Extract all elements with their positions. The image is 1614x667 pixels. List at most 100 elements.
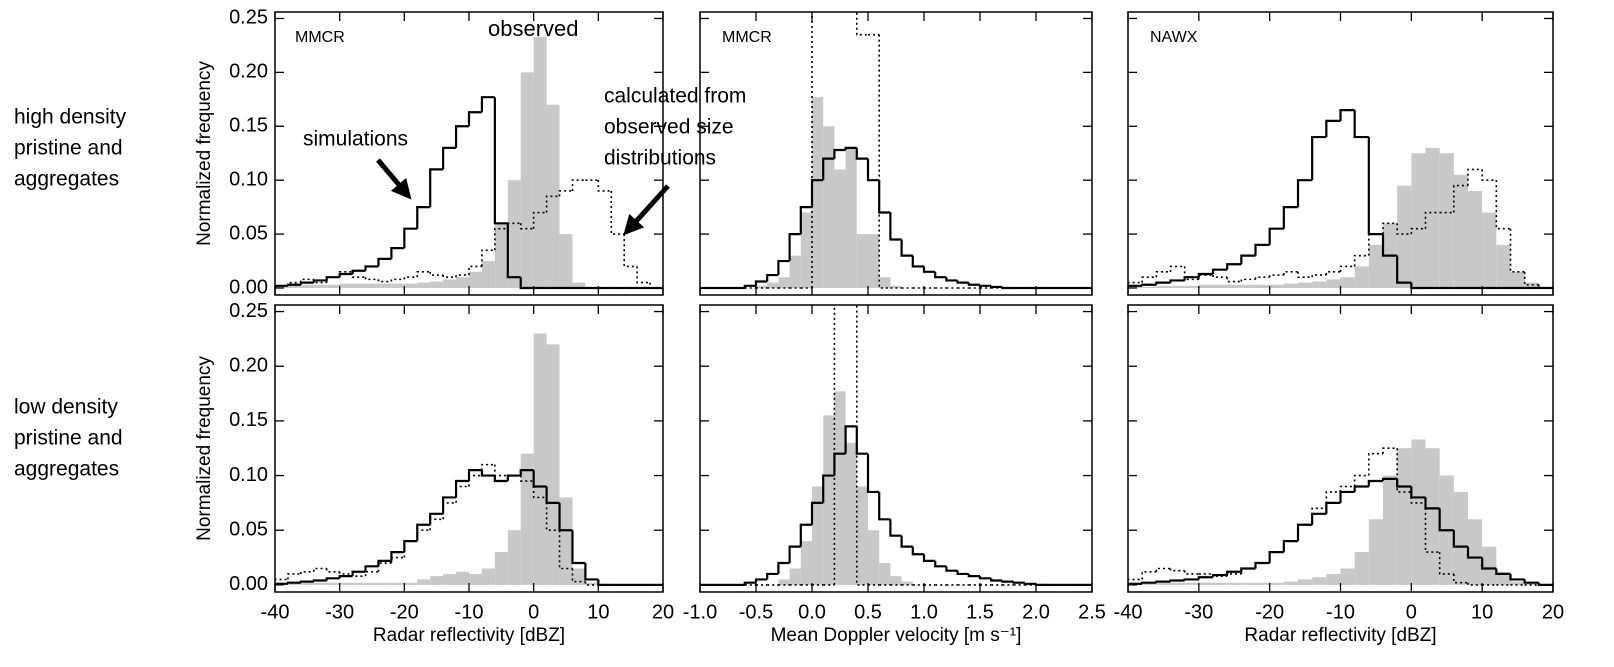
dotted-step <box>1254 562 1270 569</box>
dotted-step <box>1481 169 1497 181</box>
solid-step <box>788 232 801 262</box>
bar <box>1227 284 1242 288</box>
dotted-step <box>403 540 418 558</box>
x-tick-label: 0.0 <box>798 601 826 623</box>
y-axis-label: Normalized frequency <box>194 61 215 246</box>
bar <box>520 453 534 585</box>
x-tick-label: -20 <box>1255 601 1284 623</box>
dotted-step <box>1268 274 1284 278</box>
solid-step <box>1226 263 1242 270</box>
solid-step <box>403 540 418 553</box>
dotted-step <box>442 275 457 279</box>
plot-area <box>700 305 1092 586</box>
y-tick-label: 0.05 <box>229 519 268 541</box>
solid-step <box>429 168 444 208</box>
y-tick-label: 0.20 <box>229 61 268 83</box>
dotted-step <box>1212 573 1228 577</box>
x-tick-label: 20 <box>652 601 674 623</box>
solid-step <box>1466 546 1483 559</box>
bar <box>778 277 790 288</box>
dotted-step <box>1410 227 1426 235</box>
dotted-step <box>1353 254 1369 267</box>
bar <box>1184 285 1199 288</box>
bar <box>789 568 801 585</box>
bar <box>456 571 469 585</box>
dotted-step <box>1155 271 1171 278</box>
bar <box>812 97 824 288</box>
solid-step <box>325 577 340 581</box>
solid-step <box>1141 581 1157 584</box>
dotted-step <box>494 227 508 251</box>
dotted-step <box>313 279 327 284</box>
solid-step <box>766 572 779 580</box>
dotted-step <box>287 573 301 580</box>
dotted-step <box>1467 168 1483 186</box>
bar <box>1411 153 1426 288</box>
dotted-step <box>856 305 868 586</box>
solid-step <box>1240 567 1256 572</box>
dotted-step <box>468 474 482 487</box>
bar <box>378 582 392 585</box>
bar <box>1213 284 1228 288</box>
dotted-step <box>545 497 560 532</box>
solid-step <box>351 269 366 274</box>
x-tick-label: 10 <box>587 601 609 623</box>
solid-step <box>911 255 924 268</box>
dotted-step <box>532 481 547 499</box>
solid-step <box>1211 573 1228 578</box>
solid-step <box>493 475 508 483</box>
plot-area <box>1128 109 1553 290</box>
x-tick-label: 0 <box>1406 601 1417 623</box>
bar <box>494 552 508 585</box>
dotted-step <box>558 190 573 197</box>
solid-step <box>1268 550 1284 564</box>
solid-step <box>1226 570 1242 576</box>
bar <box>300 582 314 585</box>
bar <box>1326 573 1341 585</box>
bar <box>417 579 431 585</box>
bar <box>1453 174 1468 288</box>
solid-step <box>1396 478 1412 488</box>
solid-step <box>967 573 980 578</box>
bar <box>1482 546 1497 585</box>
arrow <box>376 158 412 200</box>
solid-step <box>855 147 868 160</box>
dotted-step <box>390 556 405 564</box>
solid-step <box>990 578 1003 582</box>
x-tick-label: 20 <box>1542 601 1564 623</box>
annotation: distributions <box>604 147 716 170</box>
dotted-step <box>1297 271 1313 279</box>
solid-step <box>945 566 958 572</box>
bar <box>1269 582 1284 585</box>
bar <box>1368 519 1383 585</box>
bar <box>800 212 812 288</box>
dotted-step <box>1396 223 1412 235</box>
dotted-step <box>1368 452 1383 476</box>
bar <box>469 271 482 288</box>
solid-step <box>1197 272 1213 278</box>
solid-step <box>1325 501 1341 514</box>
bar <box>533 333 547 585</box>
solid-step <box>956 570 969 576</box>
y-tick-label: 0.25 <box>229 300 268 322</box>
solid-step <box>889 212 902 241</box>
solid-step <box>519 277 534 290</box>
y-tick-label: 0.10 <box>229 464 268 486</box>
bar <box>1397 448 1412 585</box>
bar <box>533 36 547 288</box>
dotted-step <box>519 475 534 482</box>
solid-step <box>855 426 868 455</box>
solid-step <box>571 530 586 565</box>
x-tick-label: 1.0 <box>910 601 938 623</box>
dotted-step <box>1410 491 1426 504</box>
dotted-step <box>1212 275 1228 279</box>
bar <box>507 180 521 288</box>
x-tick-label: -30 <box>1184 601 1213 623</box>
bar <box>1425 147 1440 288</box>
solid-step <box>286 581 301 584</box>
bar <box>352 582 366 585</box>
bar <box>365 283 379 288</box>
dotted-step <box>507 222 521 229</box>
dotted-step <box>1226 277 1242 283</box>
